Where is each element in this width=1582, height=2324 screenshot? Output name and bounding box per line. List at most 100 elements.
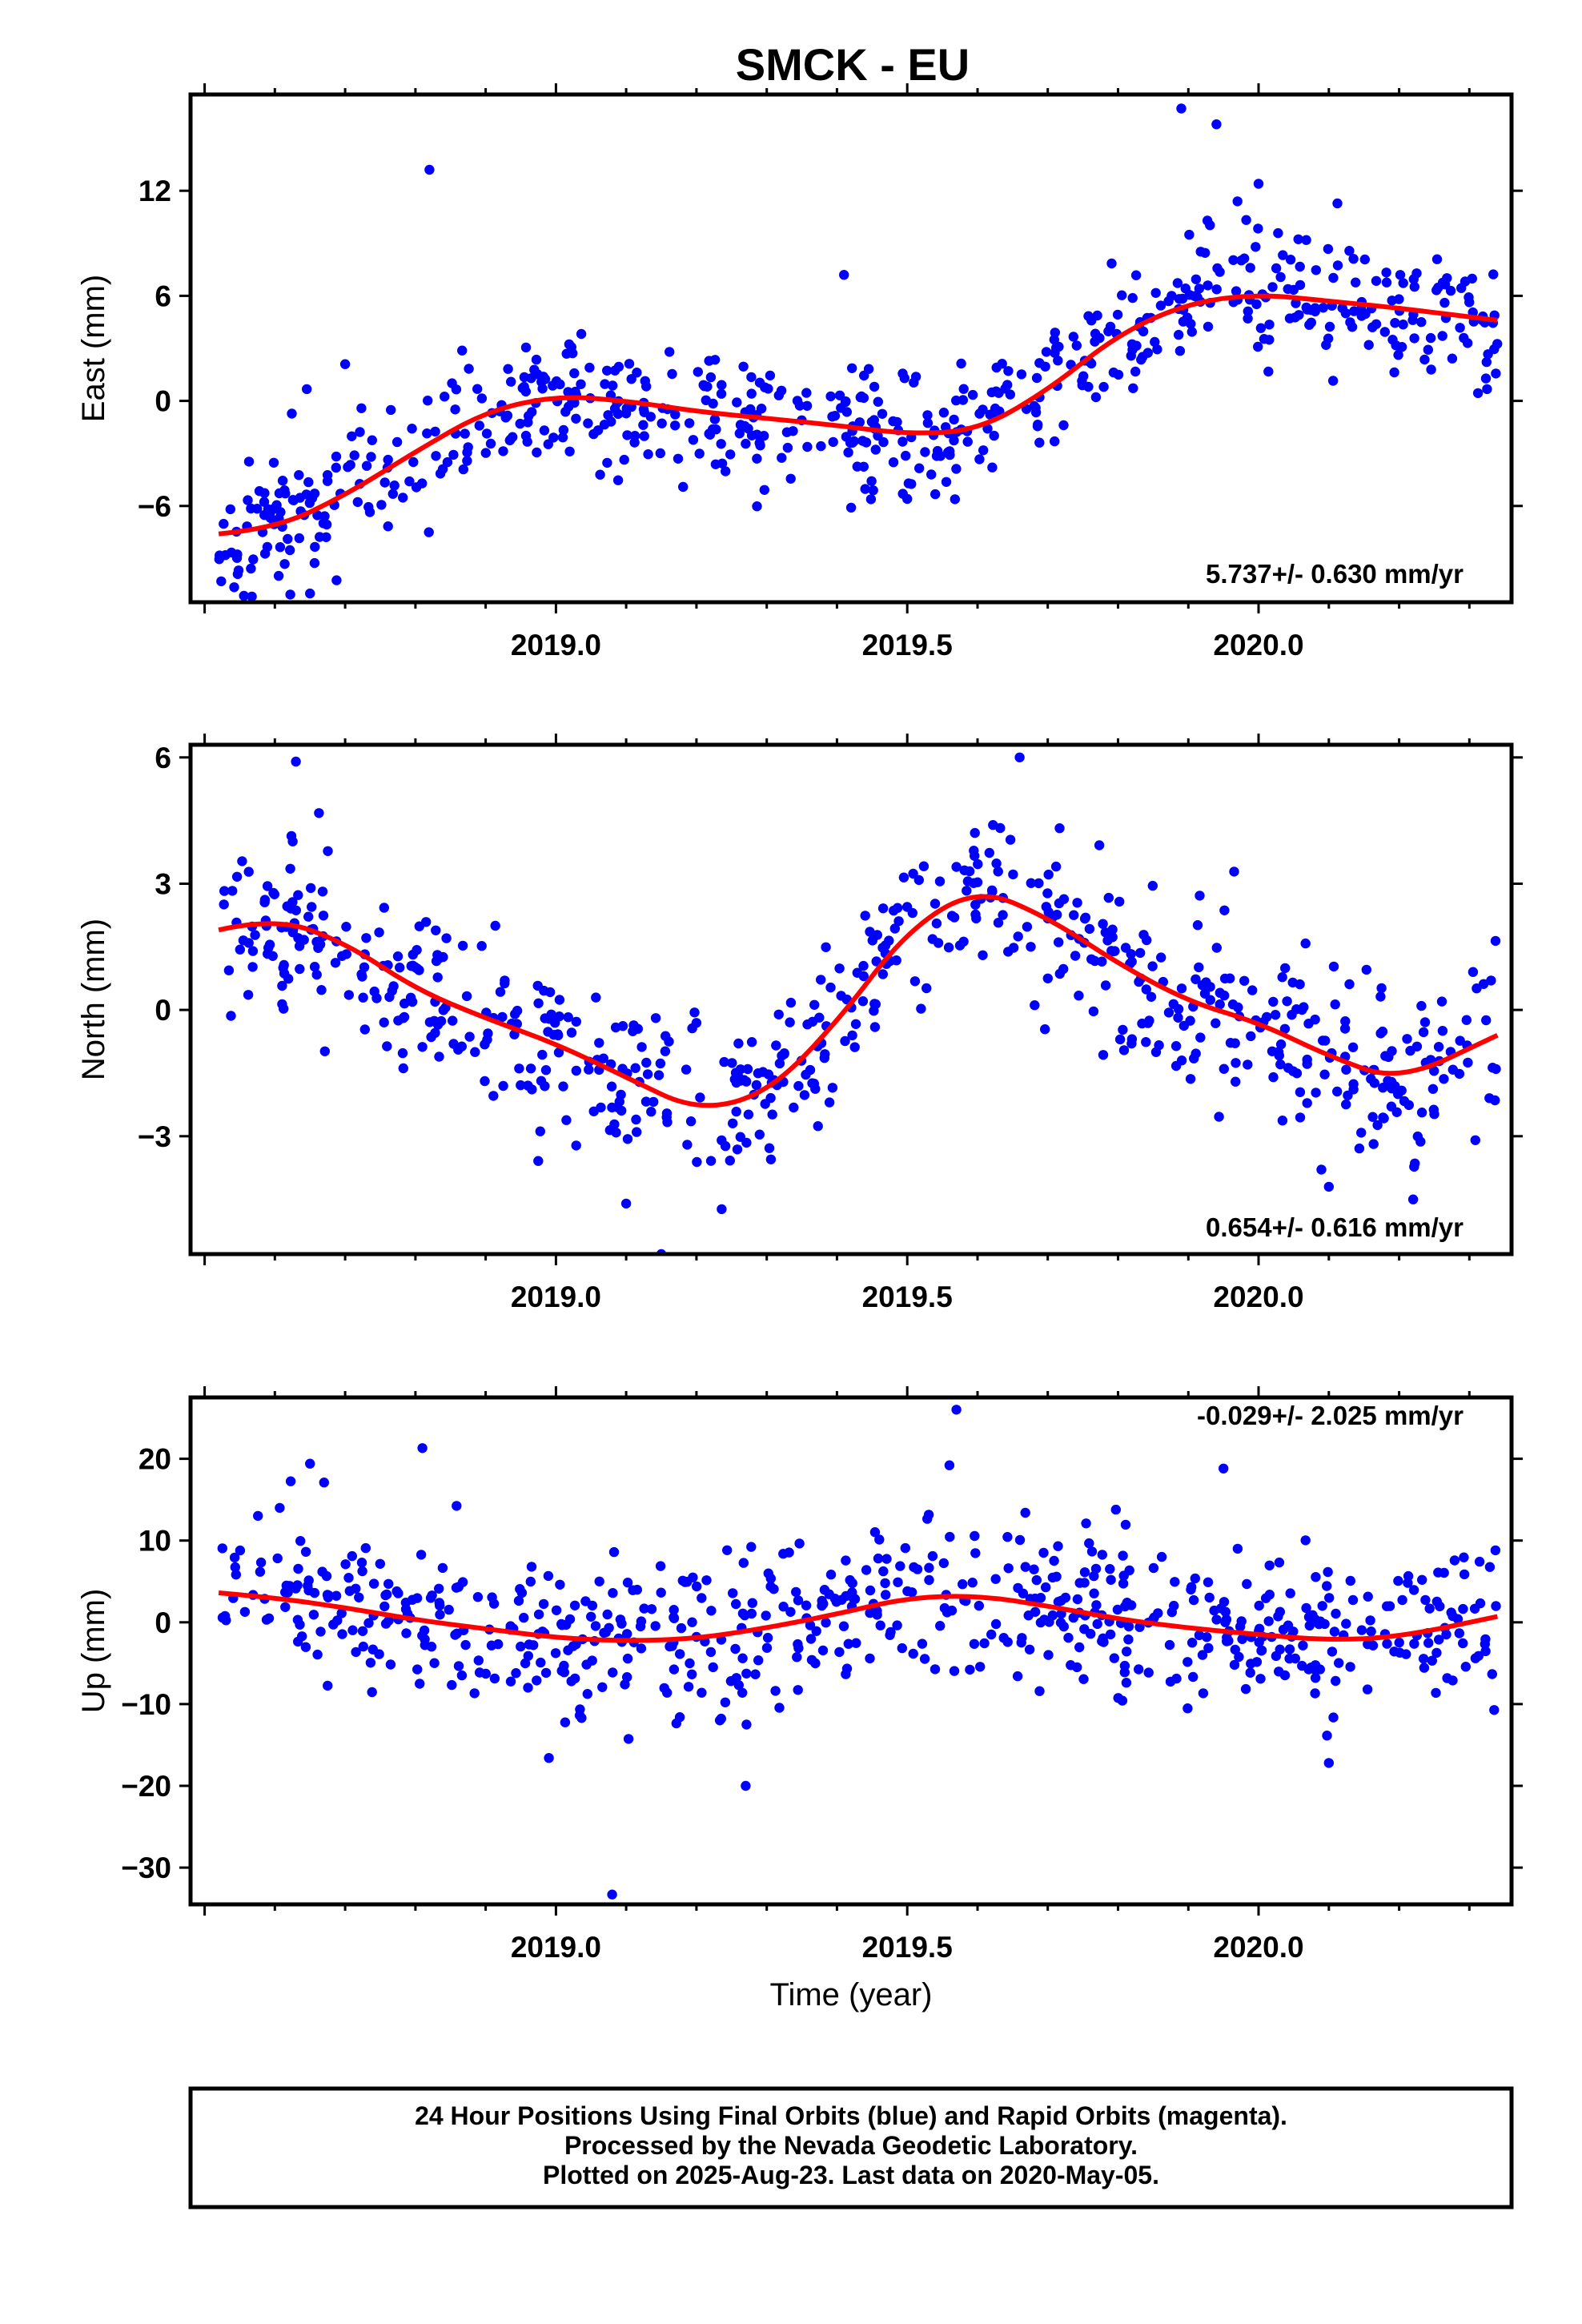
data-point bbox=[956, 358, 966, 369]
data-point bbox=[451, 1582, 462, 1593]
data-point bbox=[741, 1719, 752, 1730]
data-point bbox=[1376, 983, 1387, 994]
data-point bbox=[930, 1664, 941, 1675]
data-point bbox=[358, 1641, 368, 1652]
data-point bbox=[616, 1089, 626, 1100]
outlier-point bbox=[312, 719, 322, 729]
data-point bbox=[1420, 1594, 1431, 1606]
data-point bbox=[217, 1612, 228, 1623]
rate-label: 5.737+/- 0.630 mm/yr bbox=[1206, 559, 1464, 589]
data-point bbox=[616, 1618, 627, 1629]
data-point bbox=[1329, 1626, 1340, 1637]
data-point bbox=[263, 943, 274, 953]
data-point bbox=[282, 901, 292, 911]
data-point bbox=[557, 432, 568, 443]
data-point bbox=[869, 1527, 881, 1538]
data-point bbox=[746, 1542, 757, 1552]
data-point bbox=[725, 1676, 737, 1687]
data-point bbox=[1382, 1638, 1392, 1649]
data-point bbox=[866, 416, 877, 427]
data-point bbox=[1058, 1621, 1070, 1632]
data-point bbox=[978, 445, 989, 456]
data-point bbox=[450, 404, 460, 415]
data-point bbox=[275, 542, 286, 553]
data-point bbox=[458, 464, 468, 475]
data-point bbox=[1259, 334, 1270, 344]
data-point bbox=[295, 963, 305, 975]
data-point bbox=[1306, 317, 1317, 328]
data-point bbox=[656, 1587, 666, 1598]
data-point bbox=[805, 1634, 817, 1644]
data-point bbox=[1156, 1551, 1167, 1562]
data-point bbox=[1389, 367, 1399, 378]
data-point bbox=[608, 1588, 618, 1598]
plot-frame bbox=[188, 742, 1514, 1256]
data-point bbox=[990, 1618, 1002, 1630]
data-point bbox=[1480, 373, 1492, 384]
data-point bbox=[897, 368, 908, 379]
data-point bbox=[958, 936, 969, 947]
data-point bbox=[861, 1565, 872, 1575]
data-point bbox=[432, 950, 443, 960]
data-point bbox=[397, 1047, 408, 1059]
data-point bbox=[1241, 215, 1251, 225]
data-point bbox=[821, 942, 831, 953]
data-point bbox=[283, 533, 293, 545]
data-point bbox=[869, 381, 880, 392]
data-point bbox=[1054, 898, 1065, 909]
data-point bbox=[969, 846, 979, 856]
data-point bbox=[1327, 1647, 1338, 1657]
data-point bbox=[400, 1604, 412, 1614]
data-point bbox=[1105, 1564, 1115, 1574]
data-point bbox=[1371, 319, 1382, 329]
data-point bbox=[667, 368, 677, 380]
y-tick-label: −20 bbox=[121, 1770, 171, 1803]
y-tick-label: 6 bbox=[155, 279, 171, 312]
data-point bbox=[481, 428, 492, 439]
data-point bbox=[1490, 1545, 1501, 1556]
data-point bbox=[762, 1632, 773, 1643]
data-point bbox=[1229, 1659, 1240, 1671]
data-point bbox=[1407, 315, 1418, 325]
data-point bbox=[1348, 254, 1359, 264]
data-point bbox=[655, 1058, 666, 1069]
data-point bbox=[638, 420, 648, 430]
data-point bbox=[493, 1638, 504, 1650]
data-point bbox=[1251, 299, 1262, 310]
data-point bbox=[398, 1013, 408, 1023]
data-point bbox=[1362, 1684, 1373, 1695]
data-point bbox=[1324, 1593, 1335, 1603]
data-point bbox=[1439, 297, 1450, 308]
data-point bbox=[1005, 389, 1016, 400]
data-point bbox=[1431, 1687, 1441, 1699]
data-point bbox=[235, 944, 245, 955]
data-point bbox=[1291, 298, 1301, 308]
data-point bbox=[437, 1562, 448, 1574]
data-point bbox=[1375, 1028, 1386, 1039]
data-point bbox=[584, 1064, 594, 1075]
data-point bbox=[640, 1096, 652, 1107]
data-point bbox=[984, 847, 995, 858]
data-point bbox=[268, 457, 279, 468]
data-point bbox=[1192, 292, 1203, 303]
data-point bbox=[1340, 1016, 1351, 1027]
data-point bbox=[1198, 1688, 1209, 1699]
data-point bbox=[609, 1119, 620, 1130]
data-point bbox=[725, 1156, 735, 1166]
data-point bbox=[1008, 869, 1018, 880]
data-point bbox=[868, 485, 878, 496]
data-point bbox=[743, 1109, 754, 1120]
data-point bbox=[532, 980, 543, 991]
data-point bbox=[793, 1595, 804, 1606]
data-point bbox=[349, 450, 359, 460]
data-point bbox=[1431, 285, 1442, 296]
data-point bbox=[1188, 1671, 1199, 1683]
data-point bbox=[1311, 265, 1322, 275]
data-point bbox=[725, 449, 736, 460]
data-point bbox=[922, 410, 933, 420]
data-point bbox=[1029, 1564, 1039, 1574]
data-point bbox=[1332, 260, 1343, 271]
data-point bbox=[1239, 975, 1250, 987]
data-point bbox=[1199, 988, 1211, 999]
outlier-point bbox=[620, 1198, 632, 1209]
